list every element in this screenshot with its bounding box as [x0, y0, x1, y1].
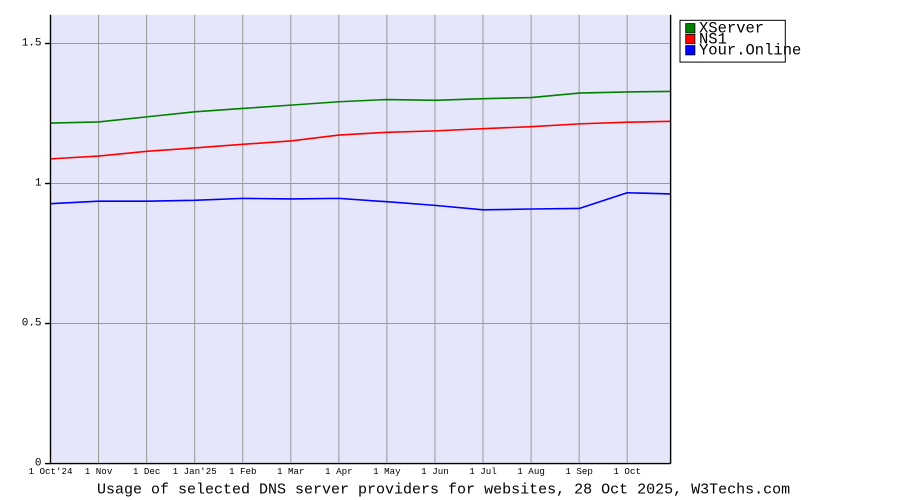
svg-text:Your.Online: Your.Online: [699, 42, 801, 60]
svg-text:1 Oct: 1 Oct: [613, 466, 641, 477]
svg-text:1: 1: [35, 177, 42, 189]
svg-text:0.5: 0.5: [22, 317, 42, 329]
svg-text:1 Jul: 1 Jul: [469, 466, 497, 477]
svg-text:1 Aug: 1 Aug: [517, 466, 545, 477]
svg-text:1 Feb: 1 Feb: [229, 466, 257, 477]
svg-text:Usage of selected DNS server p: Usage of selected DNS server providers f…: [97, 482, 790, 499]
svg-text:1 May: 1 May: [373, 466, 401, 477]
svg-text:1 Mar: 1 Mar: [277, 466, 305, 477]
svg-text:1.5: 1.5: [22, 37, 42, 49]
svg-text:1 Nov: 1 Nov: [85, 466, 113, 477]
svg-text:1 Apr: 1 Apr: [325, 466, 353, 477]
svg-text:1 Jan'25: 1 Jan'25: [173, 466, 217, 477]
svg-text:1 Jun: 1 Jun: [421, 466, 449, 477]
svg-text:1 Dec: 1 Dec: [133, 466, 161, 477]
svg-text:1 Sep: 1 Sep: [565, 466, 593, 477]
svg-text:1 Oct'24: 1 Oct'24: [28, 466, 73, 477]
